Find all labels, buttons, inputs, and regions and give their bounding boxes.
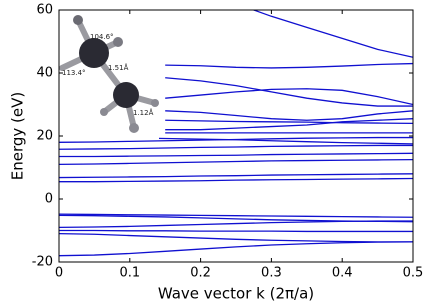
- hydrogen-atom: [113, 37, 123, 47]
- y-tick-label: -20: [32, 255, 53, 270]
- y-tick-label: 0: [45, 192, 53, 207]
- molecule-inset: [59, 10, 159, 140]
- band-line: [165, 110, 413, 121]
- band-line: [251, 10, 413, 58]
- hydrogen-atom: [151, 99, 159, 107]
- band-line: [165, 88, 413, 106]
- y-tick-label: 40: [36, 66, 53, 81]
- carbon-atom: [113, 82, 139, 108]
- x-axis-label: Wave vector k (2π/a): [158, 285, 314, 303]
- x-tick-label: 0.1: [119, 266, 140, 281]
- band-line: [59, 241, 413, 257]
- band-line: [59, 214, 413, 223]
- band-line: [59, 173, 413, 179]
- x-tick-label: 0.2: [190, 266, 211, 281]
- band-line: [59, 144, 413, 150]
- annotation: 1.51Å: [108, 63, 129, 72]
- band-line: [165, 77, 413, 107]
- annotation: 113.4°: [62, 69, 86, 77]
- band-line: [165, 62, 413, 69]
- x-tick-label: 0.4: [332, 266, 353, 281]
- hydrogen-atom: [73, 15, 83, 25]
- y-tick-label: 60: [36, 3, 53, 18]
- carbon-atom: [79, 38, 109, 68]
- hydrogen-atom: [100, 108, 108, 116]
- band-line: [59, 233, 413, 243]
- band-line: [59, 213, 413, 218]
- band-line: [165, 118, 413, 131]
- hydrogen-atom: [129, 123, 139, 133]
- band-line: [59, 158, 413, 165]
- band-line: [59, 229, 413, 233]
- band-line: [59, 220, 413, 228]
- y-axis-label: Energy (eV): [9, 92, 27, 180]
- annotation: 104.6°: [90, 33, 114, 41]
- band-line: [59, 152, 413, 158]
- x-tick-label: 0.5: [403, 266, 424, 281]
- band-line: [165, 119, 413, 125]
- annotation: 1.12Å: [133, 108, 154, 117]
- y-tick-label: 20: [36, 129, 53, 144]
- x-tick-label: 0.3: [261, 266, 282, 281]
- x-tick-label: 0: [55, 266, 63, 281]
- band-line: [59, 177, 413, 183]
- plot-area: [59, 10, 413, 257]
